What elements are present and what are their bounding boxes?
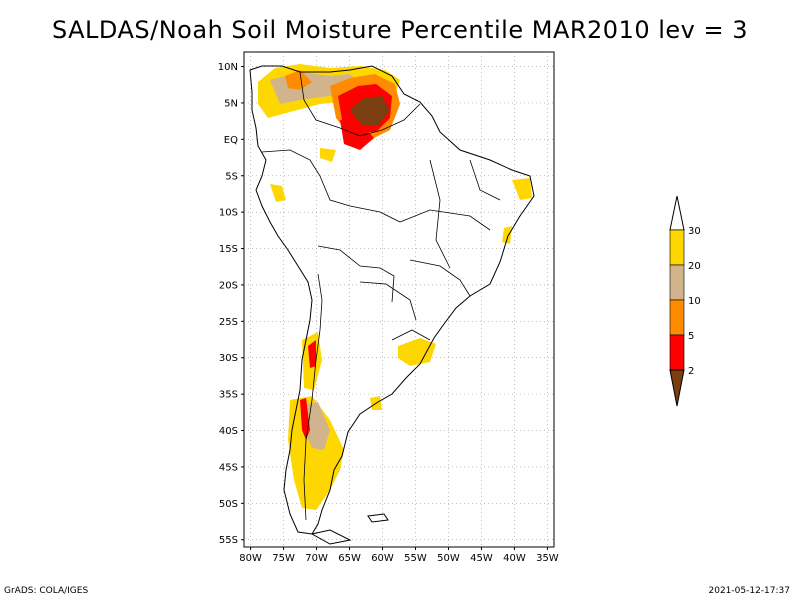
- border-paraguay: [359, 281, 417, 321]
- colorbar-level-label: 20: [688, 261, 701, 272]
- lat-tick-label: 20S: [219, 280, 238, 291]
- border-brazil-states-1: [399, 209, 491, 231]
- border-chile-argentina: [303, 273, 323, 521]
- colorbar-level-label: 30: [688, 226, 701, 237]
- shade-venezuela-orange: [285, 70, 312, 90]
- lat-tick-label: 5N: [224, 98, 238, 109]
- shade-chile-north-red: [308, 340, 316, 368]
- colorbar-level-label: 5: [688, 331, 694, 342]
- lat-tick-label: 10S: [219, 208, 238, 219]
- lat-tick-label: 10N: [218, 62, 238, 73]
- render-timestamp: 2021-05-12-17:37: [708, 586, 791, 596]
- lat-tick-label: EQ: [224, 135, 238, 146]
- latitude-labels: 10N 5N EQ 5S 10S 15S 20S 25S 30S 35S 40S 45S 50S 55S: [218, 62, 244, 546]
- colorbar-top-arrow: [669, 195, 685, 231]
- shade-east-brazil: [502, 226, 512, 244]
- colorbar-swatch: [669, 299, 685, 336]
- lat-tick-label: 40S: [219, 426, 238, 437]
- border-bolivia: [317, 245, 395, 303]
- colorbar-level-label: 10: [688, 296, 701, 307]
- lat-tick-label: 35S: [219, 390, 238, 401]
- lat-tick-label: 25S: [219, 317, 238, 328]
- coastlines: [249, 65, 535, 545]
- lat-tick-label: 30S: [219, 353, 238, 364]
- country-borders: [261, 71, 501, 521]
- lat-tick-label: 5S: [225, 171, 238, 182]
- lon-tick-label: 45W: [470, 553, 493, 564]
- lon-tick-label: 60W: [371, 553, 394, 564]
- shade-rio-grande-sul: [398, 338, 436, 366]
- shade-northeast-brazil: [512, 178, 532, 200]
- shade-amazon-yellow: [320, 148, 336, 162]
- south-america-coastline: [249, 65, 535, 535]
- tierra-del-fuego: [310, 529, 352, 545]
- lon-tick-label: 35W: [536, 553, 559, 564]
- colorbar-swatch: [669, 229, 685, 266]
- colorbar: 30 20 10 5 2: [669, 195, 701, 407]
- plot-frame: [243, 51, 555, 548]
- lon-tick-label: 75W: [272, 553, 295, 564]
- border-brazil-states-3: [469, 159, 501, 201]
- colorbar-level-label: 2: [688, 366, 694, 377]
- border-uruguay: [391, 329, 431, 341]
- map-title: SALDAS/Noah Soil Moisture Percentile MAR…: [51, 16, 749, 44]
- colorbar-bottom-arrow: [669, 369, 685, 407]
- software-credit: GrADS: COLA/IGES: [4, 586, 89, 596]
- shade-patagonia-tan: [304, 402, 330, 450]
- lon-tick-label: 65W: [338, 553, 361, 564]
- border-colombia-venezuela: [299, 71, 341, 129]
- longitude-labels: 80W 75W 70W 65W 60W 55W 50W 45W 40W 35W: [239, 547, 559, 564]
- colorbar-swatch: [669, 334, 685, 371]
- lon-tick-label: 40W: [503, 553, 526, 564]
- falkland-islands: [367, 513, 389, 523]
- border-brazil-states-2: [429, 159, 451, 269]
- lon-tick-label: 50W: [437, 553, 460, 564]
- border-colombia-south: [261, 149, 321, 177]
- lon-tick-label: 70W: [305, 553, 328, 564]
- border-brazil-states-4: [409, 259, 471, 297]
- lon-tick-label: 55W: [404, 553, 427, 564]
- shade-peru-coast: [270, 184, 286, 202]
- lon-tick-label: 80W: [239, 553, 262, 564]
- border-guianas: [339, 103, 421, 137]
- lat-tick-label: 45S: [219, 462, 238, 473]
- shade-guiana-brown: [350, 96, 390, 126]
- lat-tick-label: 50S: [219, 499, 238, 510]
- colorbar-swatch: [669, 264, 685, 301]
- soil-moisture-shading: [258, 64, 532, 510]
- lat-tick-label: 55S: [219, 535, 238, 546]
- lat-tick-label: 15S: [219, 244, 238, 255]
- border-peru-brazil: [319, 175, 401, 223]
